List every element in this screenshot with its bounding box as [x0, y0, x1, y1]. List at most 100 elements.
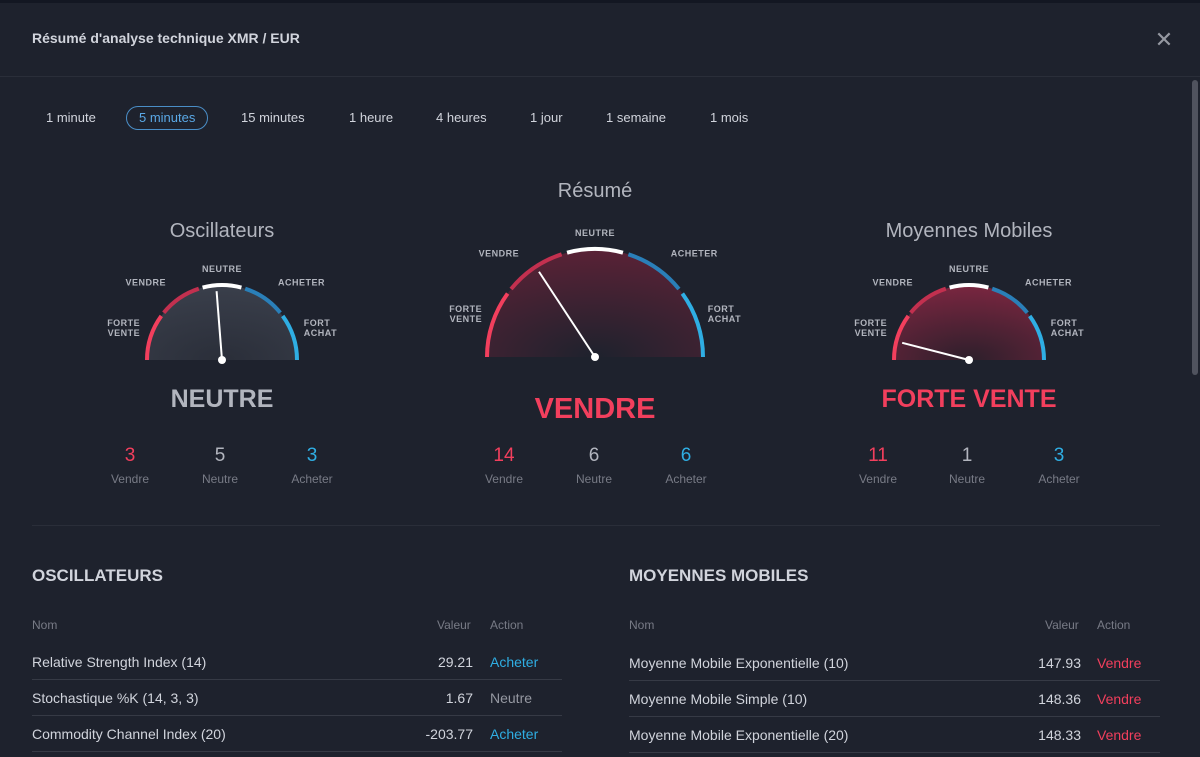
gauge-title: Oscillateurs: [169, 220, 275, 242]
column-header-action: Action: [1097, 618, 1131, 632]
table-row[interactable]: Moyenne Mobile Exponentielle (10) 147.93…: [629, 645, 1160, 681]
sell-count-value: 3: [124, 445, 136, 466]
tab-4-heures[interactable]: 4 heures: [436, 110, 487, 125]
strong-sell-label: FORTE VENTE: [449, 304, 482, 324]
gauge-title: Résumé: [557, 180, 633, 202]
neutral-count-value: 1: [961, 445, 973, 466]
tab-1-minute[interactable]: 1 minute: [46, 110, 96, 125]
oscillators-heading: OSCILLATEURS: [32, 566, 163, 585]
sell-count-label: Vendre: [858, 472, 898, 486]
tab-1-semaine[interactable]: 1 semaine: [606, 110, 666, 125]
close-icon[interactable]: ✕: [1154, 27, 1174, 52]
sell-label: VENDRE: [125, 278, 166, 288]
column-header-value: Valeur: [1045, 618, 1079, 632]
strong-buy-arc: [680, 292, 705, 358]
sell-count: 3 Vendre: [90, 445, 170, 486]
section-divider: [32, 525, 1160, 526]
table-row[interactable]: Moyenne Mobile Exponentielle (20) 148.33…: [629, 717, 1160, 753]
buy-count-value: 3: [306, 445, 318, 466]
sell-count-value: 11: [868, 445, 888, 466]
sell-count-label: Vendre: [110, 472, 150, 486]
indicator-action: Vendre: [1097, 655, 1142, 671]
buy-count-value: 6: [680, 445, 692, 466]
buy-count: 6 Acheter: [646, 445, 726, 486]
buy-arc: [244, 286, 282, 315]
strong-sell-label: FORTE VENTE: [107, 318, 140, 338]
neutral-label: NEUTRE: [575, 228, 615, 238]
gauge-needle: [538, 271, 596, 358]
needle-hub: [218, 356, 226, 364]
strong-sell-arc: [145, 314, 163, 361]
sell-count-label: Vendre: [484, 472, 524, 486]
gauge-dial: FORTE VENTE VENDRE NEUTRE ACHETER FORT ACHAT: [854, 265, 1084, 364]
indicator-action: Vendre: [1097, 691, 1142, 707]
sell-label: VENDRE: [479, 248, 520, 258]
neutral-count-value: 6: [588, 445, 600, 466]
tab-5-minutes[interactable]: 5 minutes: [126, 106, 209, 130]
buy-count: 3 Acheter: [272, 445, 352, 486]
scrollbar-track[interactable]: [1189, 78, 1200, 757]
gauge-verdict: NEUTRE: [170, 385, 274, 413]
sell-count: 14 Vendre: [464, 445, 544, 486]
indicator-action: Neutre: [490, 690, 533, 706]
moving-averages-table: Nom Valeur Action Moyenne Mobile Exponen…: [629, 618, 1160, 757]
indicator-value: 1.67: [445, 690, 473, 706]
strong-buy-label: FORT ACHAT: [304, 318, 337, 338]
gauge-dial: FORTE VENTE VENDRE NEUTRE ACHETER FORT ACHAT: [449, 228, 741, 361]
gauge-needle: [215, 291, 223, 361]
neutral-arc: [949, 283, 989, 290]
sell-label: VENDRE: [872, 278, 913, 288]
buy-count-label: Acheter: [291, 472, 333, 486]
gauge-verdict: VENDRE: [534, 393, 656, 425]
buy-count: 3 Acheter: [1019, 445, 1099, 486]
dialog-title: Résumé d'analyse technique XMR / EUR: [32, 30, 300, 46]
indicator-name: Relative Strength Index (14): [32, 654, 207, 670]
oscillators-gauge: Oscillateurs FORTE VENTE VENDRE NEUTRE ACHET…: [92, 215, 352, 490]
gauge-face: [487, 249, 703, 357]
indicator-value: -203.77: [425, 726, 473, 742]
strong-buy-arc: [281, 314, 299, 361]
scrollbar-thumb[interactable]: [1192, 80, 1198, 375]
neutral-count: 6 Neutre: [554, 445, 634, 486]
table-row[interactable]: Relative Strength Index (14) 29.21 Achet…: [32, 644, 562, 680]
buy-label: ACHETER: [278, 278, 325, 288]
sell-count: 11 Vendre: [838, 445, 918, 486]
summary-gauge: Résumé FORTE VENTE VENDRE NEUTRE ACHETER FORT…: [415, 175, 775, 490]
tab-15-minutes[interactable]: 15 minutes: [241, 110, 305, 125]
gauge-face: [147, 285, 297, 360]
column-header-name: Nom: [629, 618, 655, 632]
neutral-arc: [566, 247, 624, 255]
strong-sell-arc: [485, 292, 510, 358]
indicator-action: Acheter: [490, 726, 539, 742]
neutral-count: 5 Neutre: [180, 445, 260, 486]
indicator-value: 147.93: [1038, 655, 1081, 671]
column-header-name: Nom: [32, 618, 58, 632]
moving-averages-heading: MOYENNES MOBILES: [629, 566, 809, 585]
buy-count-label: Acheter: [665, 472, 707, 486]
indicator-name: Moyenne Mobile Exponentielle (10): [629, 655, 849, 671]
indicator-action: Vendre: [1097, 727, 1142, 743]
oscillators-table: Nom Valeur Action Relative Strength Inde…: [32, 618, 562, 757]
neutral-count-label: Neutre: [201, 472, 239, 486]
gauge-face: [894, 285, 1044, 360]
neutral-arc: [202, 283, 242, 290]
tab-1-mois[interactable]: 1 mois: [710, 110, 749, 125]
table-row[interactable]: Commodity Channel Index (20) -203.77 Ach…: [32, 716, 562, 752]
buy-arc: [991, 286, 1029, 315]
neutral-label: NEUTRE: [949, 265, 989, 274]
gauge-verdict: FORTE VENTE: [881, 385, 1057, 413]
neutral-count: 1 Neutre: [927, 445, 1007, 486]
indicator-action: Acheter: [490, 654, 539, 670]
strong-buy-arc: [1028, 314, 1046, 361]
neutral-count-label: Neutre: [948, 472, 986, 486]
neutral-count-value: 5: [214, 445, 226, 466]
table-row[interactable]: Stochastique %K (14, 3, 3) 1.67 Neutre: [32, 680, 562, 716]
tab-1-heure[interactable]: 1 heure: [349, 110, 394, 125]
dialog-header: Résumé d'analyse technique XMR / EUR ✕: [0, 0, 1200, 77]
indicator-name: Moyenne Mobile Simple (10): [629, 691, 808, 707]
table-row[interactable]: Moyenne Mobile Simple (10) 148.36 Vendre: [629, 681, 1160, 717]
buy-label: ACHETER: [671, 248, 718, 258]
tab-1-jour[interactable]: 1 jour: [530, 110, 563, 125]
sell-arc: [509, 252, 563, 291]
